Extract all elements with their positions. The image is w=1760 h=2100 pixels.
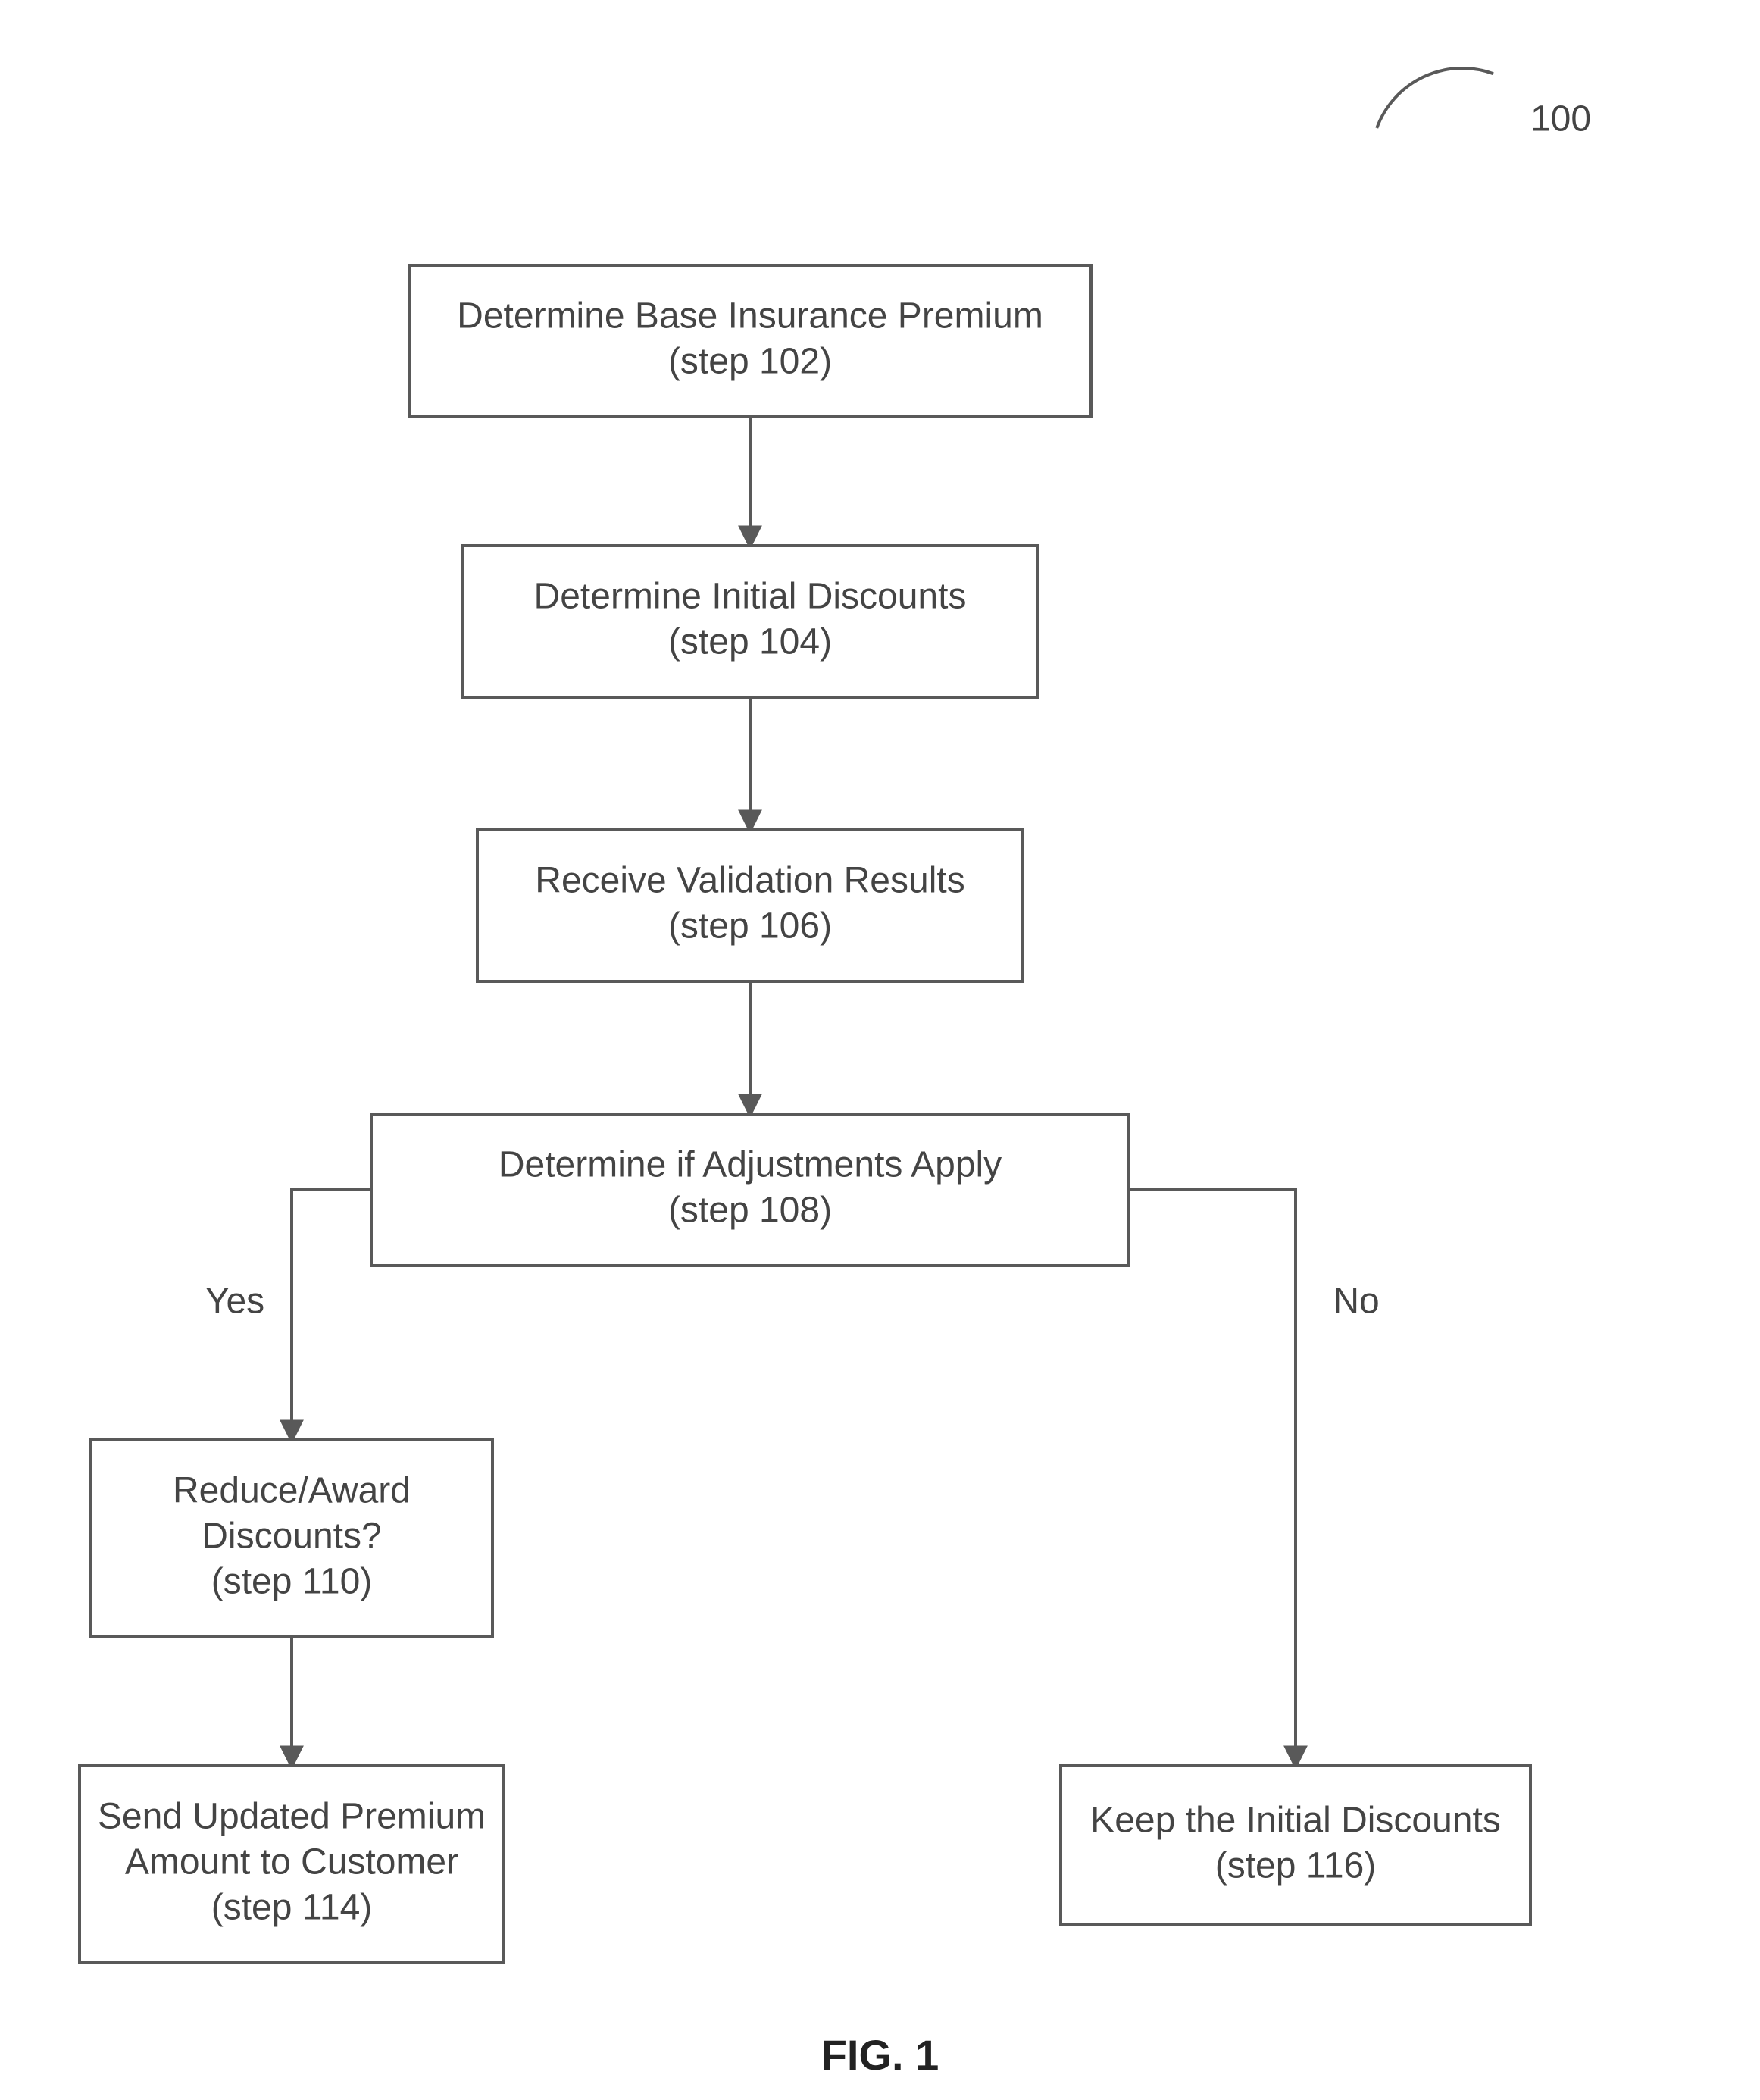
reference-number: 100 [1530, 99, 1591, 139]
node-text-line: (step 116) [1215, 1846, 1377, 1886]
flow-node-n104: Determine Initial Discounts (step 104) [462, 546, 1038, 697]
node-text-line: Keep the Initial Discounts [1090, 1801, 1501, 1841]
flow-node-n108: Determine if Adjustments Apply (step 108) [371, 1114, 1129, 1266]
node-text-line: (step 104) [668, 622, 832, 662]
flow-node-n110: Reduce/Award Discounts? (step 110) [91, 1440, 492, 1637]
node-text-line: (step 102) [668, 342, 832, 382]
node-text-line: Send Updated Premium [98, 1797, 486, 1837]
node-text-line: Discounts? [202, 1516, 381, 1557]
node-text-line: Determine Base Insurance Premium [457, 296, 1043, 336]
node-text-line: Receive Validation Results [535, 861, 964, 901]
flow-node-n106: Receive Validation Results (step 106) [477, 830, 1023, 981]
node-text-line: (step 114) [211, 1888, 373, 1928]
flow-node-n114: Send Updated Premium Amount to Customer (s… [80, 1766, 504, 1963]
node-text-line: (step 108) [668, 1191, 832, 1231]
node-text-line: Determine if Adjustments Apply [499, 1145, 1002, 1185]
node-text-line: Amount to Customer [125, 1842, 458, 1882]
flow-node-n116: Keep the Initial Discounts (step 116) [1061, 1766, 1530, 1925]
node-text-line: (step 106) [668, 906, 832, 947]
flow-node-n102: Determine Base Insurance Premium (step 10… [409, 265, 1091, 417]
node-text-line: Determine Initial Discounts [534, 577, 967, 617]
edge-label: No [1333, 1282, 1379, 1322]
edge-label: Yes [205, 1282, 264, 1322]
figure-label: FIG. 1 [821, 2031, 939, 2079]
node-text-line: Reduce/Award [173, 1471, 411, 1511]
flowchart: Yes No Determine Base Insurance Premium (st… [0, 0, 1760, 2100]
node-text-line: (step 110) [211, 1562, 373, 1602]
